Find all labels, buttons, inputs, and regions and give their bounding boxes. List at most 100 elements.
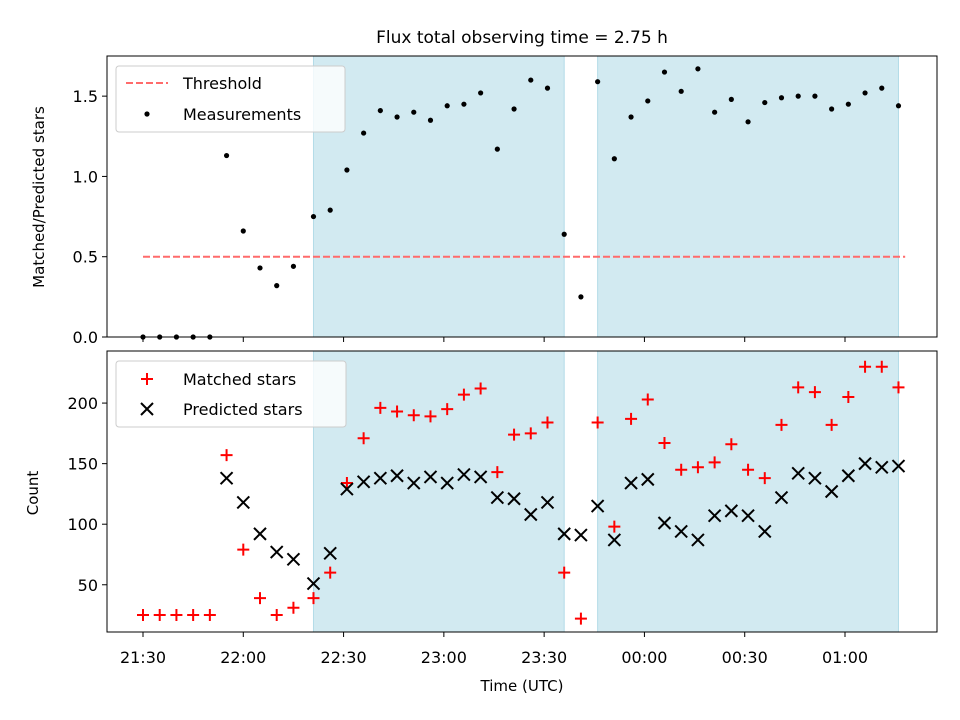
measurement-point: [845, 101, 851, 107]
matched-point: [508, 428, 521, 441]
y-tick-label: 200: [67, 394, 98, 413]
measurement-point: [645, 98, 651, 104]
x-tick-label: 00:00: [621, 648, 667, 667]
measurement-point: [494, 146, 500, 152]
predicted-point: [841, 469, 856, 483]
matched-point: [491, 466, 504, 479]
bottom-panel: 50 100 150 200 21:30 22:00 22:30 23:00 23:30 00:…: [24, 350, 938, 695]
matched-point: [324, 566, 337, 579]
measurement-point: [377, 107, 383, 114]
measurement-point: [678, 88, 684, 94]
x-tick-label: 01:00: [822, 648, 868, 667]
matched-point: [625, 412, 638, 425]
measurement-point: [695, 66, 701, 72]
matched-point: [407, 409, 420, 422]
matched-point: [541, 416, 554, 429]
predicted-point: [808, 471, 822, 485]
legend-predicted-label: Predicted stars: [183, 400, 303, 419]
predicted-point: [574, 528, 588, 542]
predicted-point: [674, 524, 688, 539]
y-tick-label: 1.0: [73, 167, 98, 186]
predicted-point: [624, 476, 638, 490]
measurement-point: [344, 167, 350, 173]
measurement-point: [240, 228, 246, 234]
matched-point: [558, 566, 571, 579]
y-tick-label: 150: [67, 455, 98, 474]
matched-point: [792, 381, 805, 394]
matched-point: [441, 403, 454, 416]
measurement-point: [310, 213, 317, 220]
matched-point: [591, 416, 604, 429]
y-tick-label: 0.0: [73, 328, 98, 347]
matched-point: [187, 609, 200, 622]
predicted-point: [707, 509, 722, 523]
legend-measurements-label: Measurements: [183, 105, 301, 124]
y-tick-label: 0.5: [73, 248, 98, 267]
matched-point: [391, 405, 404, 418]
chart-title: Flux total observing time = 2.75 h: [376, 28, 668, 48]
top-panel: 0.0 0.5 1.0 1.5 Matched/Predicted stars Thr…: [30, 55, 938, 347]
matched-point: [758, 472, 771, 485]
measurement-point: [223, 152, 230, 159]
x-tick-label: 23:30: [521, 648, 567, 667]
measurement-point: [762, 99, 768, 106]
bottom-legend-box: [115, 360, 347, 428]
top-shaded-spans: [312, 55, 899, 338]
bottom-legend: Matched stars Predicted stars: [115, 360, 347, 428]
y-tick-label: 50: [78, 576, 98, 595]
matched-point: [875, 360, 888, 373]
predicted-point: [440, 476, 454, 490]
measurement-point: [879, 85, 885, 91]
top-axes-frame: [106, 55, 938, 338]
measurement-point: [561, 231, 567, 237]
predicted-point: [641, 472, 655, 487]
matched-point: [340, 477, 353, 490]
matched-point: [725, 438, 738, 451]
measurement-point: [327, 207, 333, 213]
predicted-point: [236, 495, 250, 510]
matched-point: [307, 592, 320, 605]
measurement-point: [795, 93, 801, 99]
predicted-point: [270, 545, 284, 559]
predicted-point: [691, 533, 705, 547]
predicted-point: [373, 471, 388, 485]
measurement-point: [829, 106, 835, 112]
predicted-point: [791, 466, 805, 481]
matched-point: [237, 543, 250, 556]
top-legend-box: [115, 65, 346, 133]
x-tick-label: 22:30: [321, 648, 367, 667]
predicted-point: [875, 460, 889, 474]
legend-threshold-label: Threshold: [182, 74, 262, 93]
y-tick-label: 100: [67, 515, 98, 534]
legend-matched-label: Matched stars: [183, 370, 296, 389]
bottom-axes-frame: [106, 350, 938, 633]
measurement-point: [257, 265, 263, 271]
x-axis-label: Time (UTC): [480, 677, 564, 695]
matched-point: [270, 609, 283, 622]
measurement-point: [661, 69, 668, 75]
measurement-point: [862, 90, 868, 96]
x-tick-label: 21:30: [120, 648, 166, 667]
matched-point: [203, 609, 216, 622]
bottom-y-axis-label: Count: [24, 471, 42, 516]
observing-span: [312, 350, 565, 633]
measurement-point: [394, 114, 400, 120]
measurement-point: [427, 117, 434, 123]
x-tick-label: 23:00: [421, 648, 467, 667]
predicted-point: [590, 499, 605, 513]
predicted-point: [557, 527, 571, 541]
predicted-point: [473, 470, 488, 484]
measurement-point: [712, 109, 718, 115]
measurement-point: [411, 109, 417, 115]
predicted-point: [858, 456, 872, 471]
matched-point: [374, 401, 387, 414]
matched-point: [524, 427, 537, 440]
matched-point: [220, 449, 233, 462]
bottom-x-ticks: 21:30 22:00 22:30 23:00 23:30 00:00 00:30 01:00: [120, 632, 868, 667]
predicted-point: [891, 459, 906, 473]
matched-point: [775, 418, 788, 431]
legend-predicted-swatch: [140, 402, 154, 416]
top-legend: Threshold Measurements: [115, 65, 346, 133]
x-tick-label: 22:00: [220, 648, 266, 667]
x-tick-label: 00:30: [722, 648, 768, 667]
